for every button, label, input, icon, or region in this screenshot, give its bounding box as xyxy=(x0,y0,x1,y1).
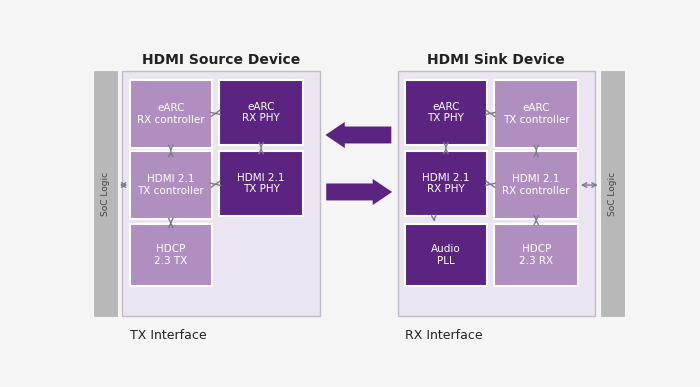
Text: HDCP
2.3 RX: HDCP 2.3 RX xyxy=(519,244,553,266)
Bar xyxy=(94,71,117,316)
Text: HDMI 2.1
RX controller: HDMI 2.1 RX controller xyxy=(503,174,570,196)
Bar xyxy=(494,80,578,148)
Text: HDMI 2.1
TX controller: HDMI 2.1 TX controller xyxy=(137,174,204,196)
Text: HDMI 2.1
TX PHY: HDMI 2.1 TX PHY xyxy=(237,173,285,194)
Text: SoC Logic: SoC Logic xyxy=(608,171,617,216)
Bar xyxy=(494,151,578,219)
Bar xyxy=(219,80,303,145)
Text: eARC
TX PHY: eARC TX PHY xyxy=(428,102,464,123)
Text: HDMI 2.1
RX PHY: HDMI 2.1 RX PHY xyxy=(422,173,470,194)
Text: eARC
TX controller: eARC TX controller xyxy=(503,103,570,125)
FancyArrow shape xyxy=(326,179,392,205)
Text: SoC Logic: SoC Logic xyxy=(101,171,110,216)
Bar xyxy=(130,80,211,148)
Text: HDMI Source Device: HDMI Source Device xyxy=(142,53,300,67)
Text: RX Interface: RX Interface xyxy=(405,329,483,342)
Text: HDCP
2.3 TX: HDCP 2.3 TX xyxy=(154,244,188,266)
Bar xyxy=(219,151,303,216)
Bar xyxy=(601,71,624,316)
Text: eARC
RX controller: eARC RX controller xyxy=(137,103,204,125)
FancyArrow shape xyxy=(326,122,391,148)
Bar xyxy=(405,151,486,216)
Bar xyxy=(405,80,486,145)
Bar xyxy=(130,151,211,219)
Bar xyxy=(494,224,578,286)
Bar xyxy=(398,71,595,316)
Text: HDMI Sink Device: HDMI Sink Device xyxy=(428,53,565,67)
Text: Audio
PLL: Audio PLL xyxy=(431,244,461,266)
Bar xyxy=(405,224,486,286)
Bar xyxy=(130,224,211,286)
Text: eARC
RX PHY: eARC RX PHY xyxy=(242,102,280,123)
Text: TX Interface: TX Interface xyxy=(130,329,206,342)
Bar xyxy=(122,71,320,316)
